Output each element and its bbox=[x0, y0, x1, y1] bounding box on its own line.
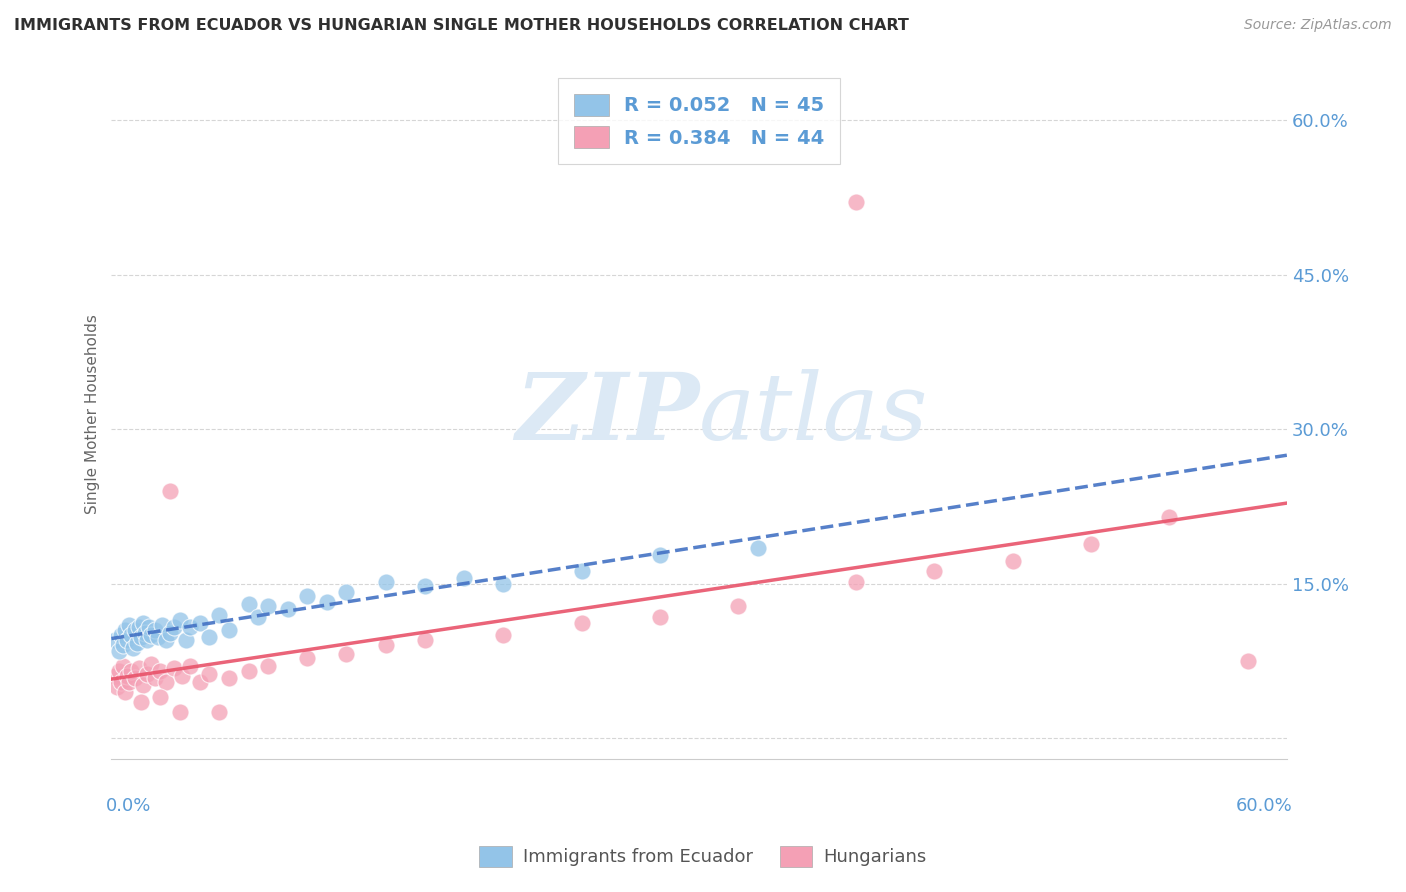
Point bbox=[922, 564, 945, 578]
Point bbox=[648, 609, 671, 624]
Point bbox=[128, 620, 150, 634]
Point bbox=[1001, 554, 1024, 568]
Point bbox=[179, 659, 201, 673]
Point bbox=[159, 483, 181, 498]
Point bbox=[124, 623, 146, 637]
Point bbox=[453, 572, 475, 586]
Point bbox=[257, 659, 280, 673]
Point bbox=[155, 674, 177, 689]
Point bbox=[129, 695, 152, 709]
Point bbox=[492, 628, 515, 642]
Point bbox=[413, 633, 436, 648]
Point bbox=[297, 650, 319, 665]
Point bbox=[492, 576, 515, 591]
Point bbox=[413, 579, 436, 593]
Point bbox=[138, 620, 160, 634]
Point bbox=[571, 615, 593, 630]
Legend: R = 0.052   N = 45, R = 0.384   N = 44: R = 0.052 N = 45, R = 0.384 N = 44 bbox=[558, 78, 839, 164]
Point bbox=[374, 639, 396, 653]
Point bbox=[845, 574, 868, 589]
Point bbox=[845, 195, 868, 210]
Point bbox=[155, 633, 177, 648]
Point bbox=[148, 630, 170, 644]
Point bbox=[139, 657, 162, 671]
Point bbox=[188, 674, 211, 689]
Text: Source: ZipAtlas.com: Source: ZipAtlas.com bbox=[1244, 18, 1392, 32]
Point bbox=[120, 664, 142, 678]
Point bbox=[198, 667, 221, 681]
Legend: Immigrants from Ecuador, Hungarians: Immigrants from Ecuador, Hungarians bbox=[472, 838, 934, 874]
Point bbox=[218, 672, 240, 686]
Point bbox=[727, 599, 749, 614]
Point bbox=[105, 680, 128, 694]
Point bbox=[143, 623, 166, 637]
Point bbox=[163, 620, 186, 634]
Point bbox=[135, 667, 157, 681]
Point bbox=[198, 630, 221, 644]
Point bbox=[110, 628, 132, 642]
Point bbox=[188, 615, 211, 630]
Point bbox=[129, 630, 152, 644]
Point bbox=[208, 706, 231, 720]
Point bbox=[238, 597, 260, 611]
Point bbox=[159, 626, 181, 640]
Point bbox=[112, 659, 135, 673]
Point bbox=[335, 585, 357, 599]
Point bbox=[1159, 509, 1181, 524]
Point bbox=[150, 618, 173, 632]
Point bbox=[132, 677, 155, 691]
Point bbox=[149, 690, 172, 704]
Point bbox=[115, 669, 138, 683]
Point bbox=[124, 672, 146, 686]
Point bbox=[238, 664, 260, 678]
Point bbox=[149, 664, 172, 678]
Point bbox=[120, 628, 142, 642]
Point bbox=[571, 564, 593, 578]
Point bbox=[1080, 537, 1102, 551]
Point bbox=[297, 589, 319, 603]
Point bbox=[208, 607, 231, 622]
Point bbox=[115, 633, 138, 648]
Point bbox=[125, 636, 148, 650]
Point bbox=[374, 574, 396, 589]
Point bbox=[257, 599, 280, 614]
Point bbox=[139, 628, 162, 642]
Point bbox=[747, 541, 769, 555]
Text: atlas: atlas bbox=[699, 368, 928, 458]
Point bbox=[134, 626, 156, 640]
Point bbox=[114, 623, 136, 637]
Text: 60.0%: 60.0% bbox=[1236, 797, 1292, 814]
Point bbox=[218, 623, 240, 637]
Text: 0.0%: 0.0% bbox=[105, 797, 150, 814]
Point bbox=[135, 633, 157, 648]
Point bbox=[163, 661, 186, 675]
Point bbox=[112, 639, 135, 653]
Point bbox=[104, 669, 127, 683]
Point bbox=[247, 609, 270, 624]
Point bbox=[143, 672, 166, 686]
Point bbox=[118, 674, 141, 689]
Text: IMMIGRANTS FROM ECUADOR VS HUNGARIAN SINGLE MOTHER HOUSEHOLDS CORRELATION CHART: IMMIGRANTS FROM ECUADOR VS HUNGARIAN SIN… bbox=[14, 18, 908, 33]
Point bbox=[170, 669, 193, 683]
Point bbox=[118, 618, 141, 632]
Y-axis label: Single Mother Households: Single Mother Households bbox=[86, 314, 100, 514]
Point bbox=[122, 640, 145, 655]
Point bbox=[104, 633, 127, 648]
Point bbox=[132, 615, 155, 630]
Point bbox=[169, 706, 191, 720]
Point bbox=[1236, 654, 1258, 668]
Point bbox=[108, 664, 131, 678]
Point bbox=[179, 620, 201, 634]
Point bbox=[335, 647, 357, 661]
Point bbox=[128, 661, 150, 675]
Point bbox=[174, 633, 197, 648]
Point bbox=[108, 643, 131, 657]
Point bbox=[316, 595, 339, 609]
Text: ZIP: ZIP bbox=[515, 368, 699, 458]
Point bbox=[169, 613, 191, 627]
Point bbox=[110, 674, 132, 689]
Point bbox=[277, 602, 299, 616]
Point bbox=[648, 548, 671, 562]
Point bbox=[114, 685, 136, 699]
